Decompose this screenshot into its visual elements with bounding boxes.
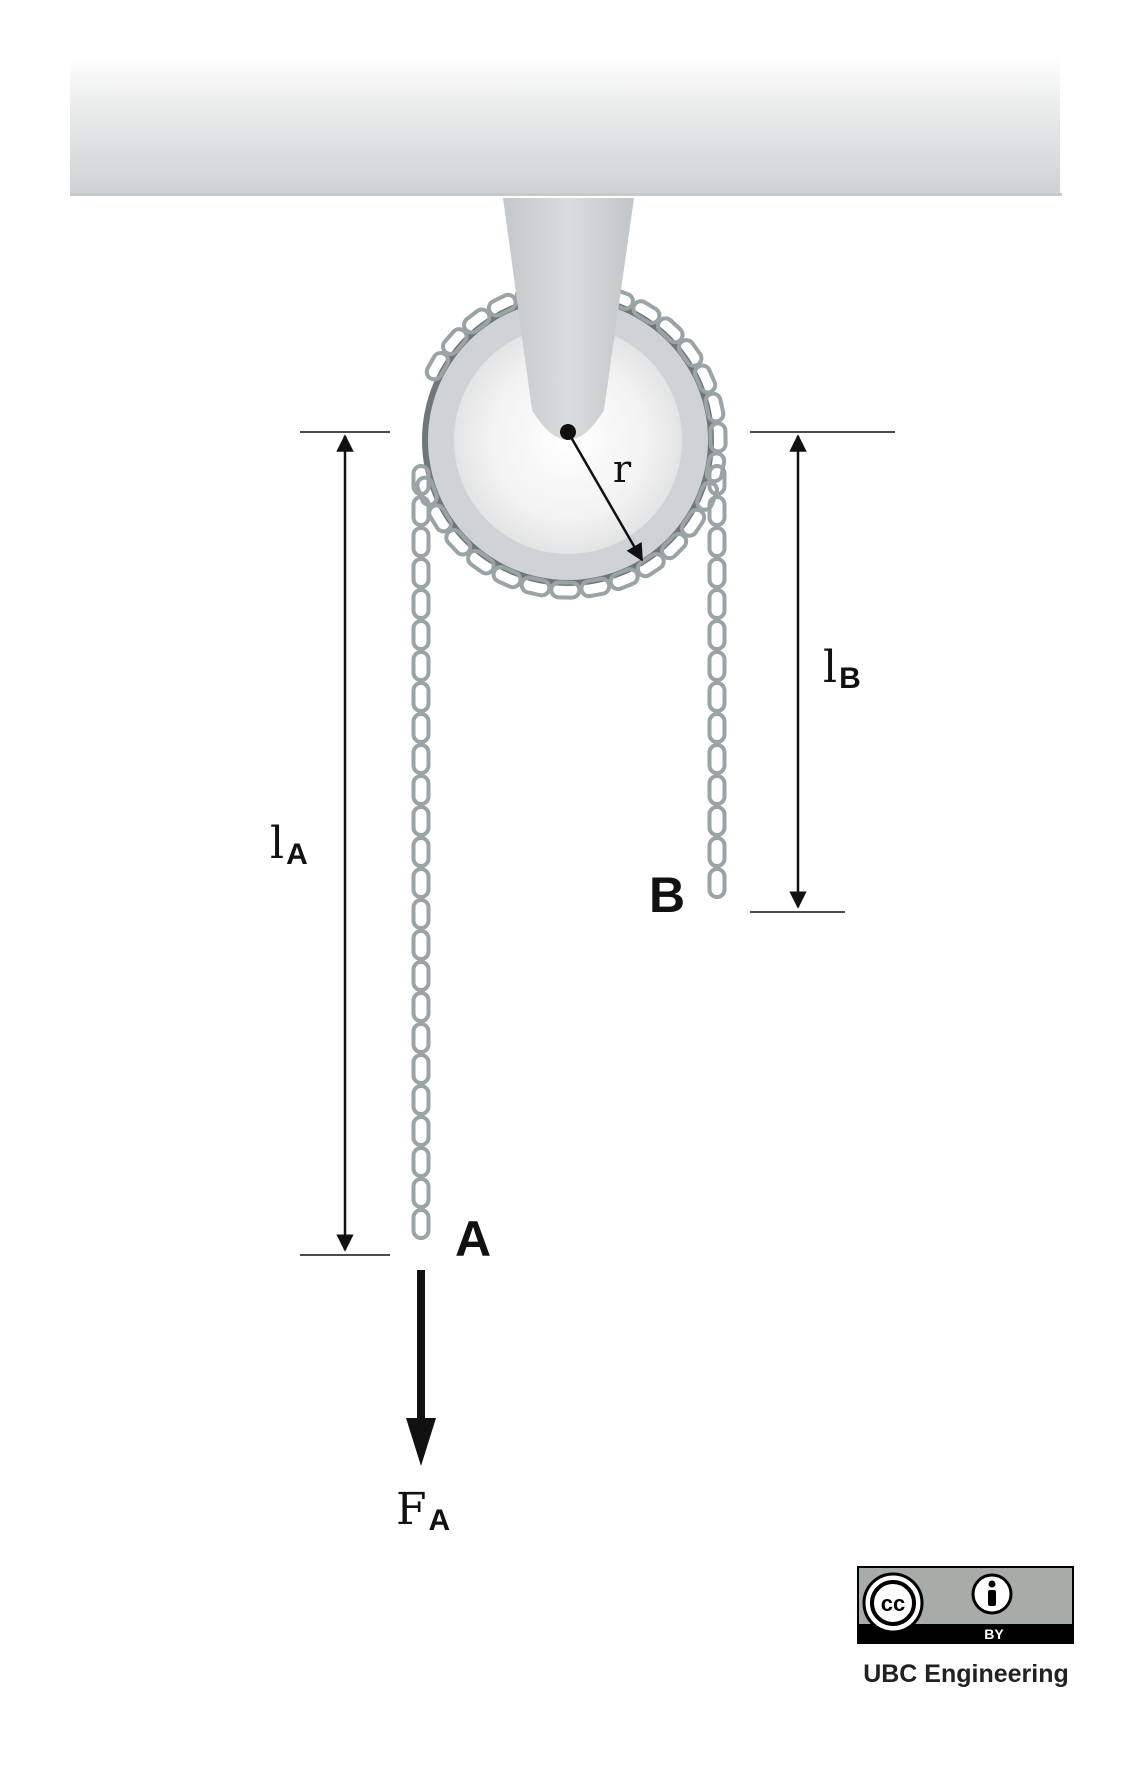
pulley-bracket: [503, 198, 634, 440]
chain-link: [411, 1053, 431, 1085]
force-a-arrow: [406, 1270, 436, 1466]
chain-link: [411, 1208, 431, 1240]
chain-link: [703, 391, 726, 424]
chain-link: [679, 507, 707, 538]
chain-link: [692, 363, 718, 395]
chain-link: [659, 531, 689, 561]
chain-link: [656, 316, 685, 345]
ceiling-beam-edge: [70, 193, 1062, 196]
chain-link: [579, 576, 612, 599]
chain-link: [411, 898, 431, 930]
chain-link: [411, 650, 431, 682]
chain-link: [411, 960, 431, 992]
chain-link: [441, 327, 469, 356]
chain-link: [411, 836, 431, 868]
chain-link: [707, 526, 727, 558]
chain-link: [486, 292, 518, 318]
chain-link: [707, 743, 727, 775]
chain-link: [411, 774, 431, 806]
chain-link: [707, 464, 727, 496]
chain-strand-b: [707, 464, 727, 899]
chain-link: [707, 774, 727, 806]
chain-link: [411, 929, 431, 961]
radius-label: r: [613, 447, 632, 491]
arrow-down-icon: [406, 1418, 436, 1466]
chain-link: [411, 1177, 431, 1209]
license-badge: cc BY: [857, 1566, 1074, 1644]
chain-link: [411, 1022, 431, 1054]
chain-link: [411, 526, 431, 558]
chain-link: [707, 495, 727, 527]
svg-text:cc: cc: [881, 1591, 905, 1616]
dimension-la-label: lA: [270, 818, 308, 871]
chain-link: [411, 681, 431, 713]
chain-link: [491, 564, 523, 590]
chain-link: [707, 619, 727, 651]
chain-link: [707, 836, 727, 868]
chain-link: [466, 548, 496, 576]
license-badge-by: BY: [984, 1626, 1004, 1642]
chain-link: [707, 557, 727, 589]
chain-link: [608, 567, 640, 592]
chain-link: [519, 575, 552, 598]
chain-link: [676, 338, 704, 368]
point-b-label: B: [649, 867, 685, 923]
chain-link: [411, 464, 431, 496]
chain-link: [707, 867, 727, 899]
chain-link: [635, 551, 666, 579]
chain-link: [411, 867, 431, 899]
cc-icon: cc: [862, 1572, 924, 1634]
chain-link: [549, 580, 582, 600]
chain-link: [411, 805, 431, 837]
chain-link: [707, 588, 727, 620]
chain-link: [411, 1115, 431, 1147]
chain-link: [707, 681, 727, 713]
ceiling-beam: [70, 58, 1060, 195]
force-a-label: FA: [396, 1484, 450, 1537]
chain-link: [411, 712, 431, 744]
chain-link: [424, 350, 451, 382]
chain-link: [707, 805, 727, 837]
chain-link: [411, 1146, 431, 1178]
chain-link: [411, 619, 431, 651]
chain-strand-a: [411, 464, 431, 1240]
dimension-la: lA: [270, 431, 390, 1256]
chain-link: [411, 495, 431, 527]
attribution-person-icon: [971, 1573, 1013, 1615]
radius-arrow: [566, 431, 644, 562]
chain-link: [411, 1084, 431, 1116]
dimension-lb: lB: [750, 431, 895, 913]
chain-link: [708, 421, 728, 454]
chain-link: [444, 528, 473, 557]
point-a-label: A: [455, 1211, 491, 1267]
chain-link: [411, 743, 431, 775]
chain-link: [411, 588, 431, 620]
chain-link: [707, 712, 727, 744]
dimension-lb-label: lB: [823, 642, 861, 695]
chain-link: [411, 991, 431, 1023]
chain-link: [462, 307, 492, 335]
chain-link: [427, 503, 454, 534]
chain-link: [411, 557, 431, 589]
chain-link: [707, 650, 727, 682]
credit-text: UBC Engineering: [863, 1660, 1069, 1688]
chain-link: [631, 299, 662, 326]
